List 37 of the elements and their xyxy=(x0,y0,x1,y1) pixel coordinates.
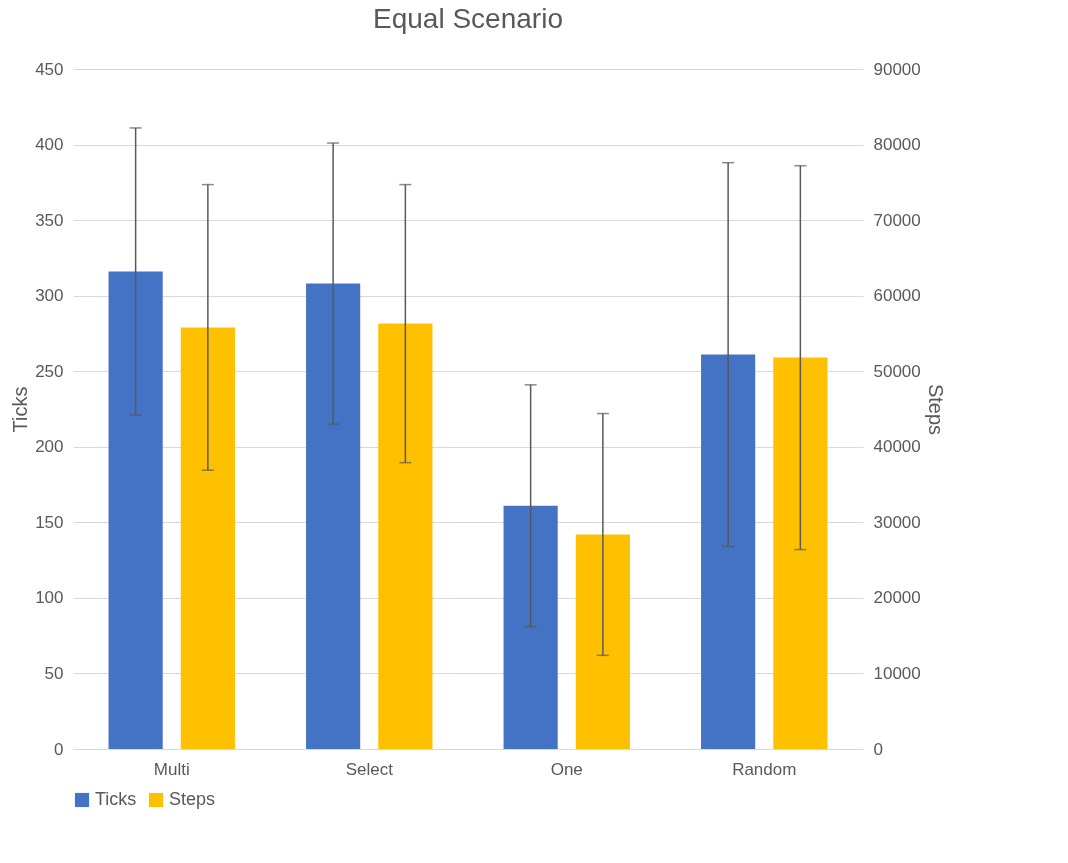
y-tick-label: 50 xyxy=(44,663,64,683)
y2-tick-label: 90000 xyxy=(873,59,921,79)
bar xyxy=(773,357,828,749)
bar xyxy=(108,271,163,749)
legend-label: Ticks xyxy=(95,789,137,809)
y2-tick-label: 60000 xyxy=(873,286,921,306)
x-tick-label: One xyxy=(550,759,583,779)
y2-tick-label: 30000 xyxy=(873,512,921,532)
y-axis-title: Ticks xyxy=(9,386,32,433)
bar xyxy=(378,323,433,749)
y2-axis-title: Steps xyxy=(924,383,947,436)
x-tick-label: Random xyxy=(732,759,797,779)
y2-tick-label: 0 xyxy=(873,739,883,759)
y-tick-label: 400 xyxy=(35,135,64,155)
y-tick-label: 0 xyxy=(54,739,64,759)
y2-tick-label: 50000 xyxy=(873,361,921,381)
y-tick-label: 300 xyxy=(35,286,64,306)
y-tick-label: 450 xyxy=(35,59,64,79)
y2-tick-label: 70000 xyxy=(873,210,921,230)
y-tick-label: 100 xyxy=(35,588,64,608)
bar xyxy=(701,354,756,749)
y2-tick-label: 40000 xyxy=(873,437,921,457)
y-tick-label: 150 xyxy=(35,512,64,532)
bar xyxy=(503,505,558,749)
bar xyxy=(575,534,630,749)
y-tick-label: 250 xyxy=(35,361,64,381)
bar xyxy=(180,327,235,749)
x-tick-label: Select xyxy=(345,759,394,779)
bar xyxy=(306,283,361,749)
chart-title: Equal Scenario xyxy=(373,3,563,34)
y2-tick-label: 80000 xyxy=(873,135,921,155)
x-tick-label: Multi xyxy=(153,759,190,779)
y-tick-label: 200 xyxy=(35,437,64,457)
y2-tick-label: 20000 xyxy=(873,588,921,608)
y-tick-label: 350 xyxy=(35,210,64,230)
legend-label: Steps xyxy=(169,789,216,809)
y2-tick-label: 10000 xyxy=(873,663,921,683)
